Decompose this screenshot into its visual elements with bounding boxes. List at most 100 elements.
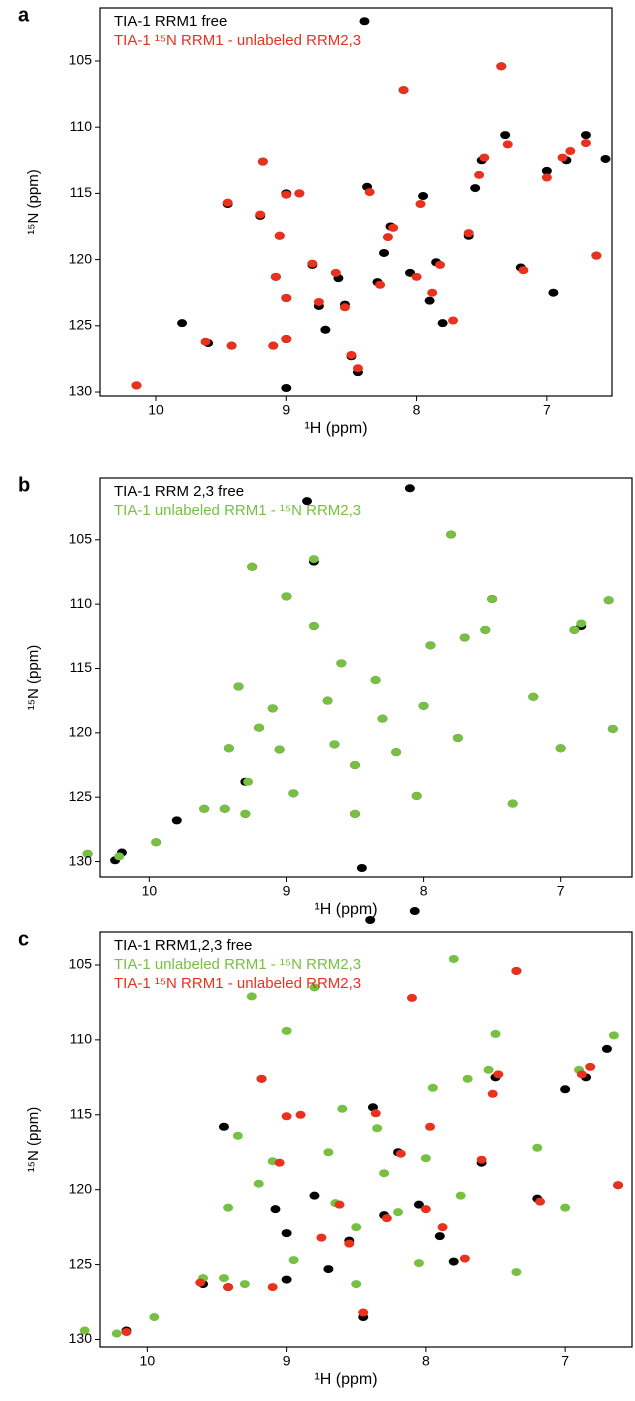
x-tick-label: 8: [413, 402, 421, 418]
peak: [254, 723, 265, 732]
peak: [313, 297, 324, 306]
panel-label: a: [18, 4, 30, 26]
peak: [493, 1070, 504, 1079]
peak: [427, 1083, 438, 1092]
x-tick-label: 7: [561, 1353, 569, 1369]
peak: [479, 153, 490, 162]
peak: [364, 188, 375, 197]
peak: [511, 966, 522, 975]
peak: [437, 1223, 448, 1232]
peak: [350, 809, 361, 818]
y-tick-label: 125: [69, 1255, 93, 1271]
peak: [352, 364, 363, 373]
peak: [356, 863, 367, 872]
peak: [240, 809, 251, 818]
peak: [281, 190, 292, 199]
y-tick-label: 105: [69, 52, 93, 68]
peak: [281, 384, 292, 393]
legend-entry: TIA-1 ¹⁵N RRM1 - unlabeled RRM2,3: [114, 975, 361, 992]
peak: [218, 1274, 229, 1283]
peak: [339, 303, 350, 312]
peak: [424, 296, 435, 305]
peak: [308, 555, 319, 564]
peak: [462, 1074, 473, 1083]
peak: [532, 1143, 543, 1152]
peak: [253, 1179, 264, 1188]
peak: [246, 992, 257, 1001]
peak: [404, 484, 415, 493]
peak: [323, 1148, 334, 1157]
peak: [79, 1326, 90, 1335]
peak: [199, 804, 210, 813]
y-tick-label: 125: [69, 317, 93, 333]
peak: [274, 231, 285, 240]
peak: [346, 350, 357, 359]
peak: [177, 319, 188, 328]
peak: [256, 1074, 267, 1083]
peak: [82, 849, 93, 858]
peak: [316, 1233, 327, 1242]
peak: [601, 1044, 612, 1053]
peak: [418, 192, 429, 201]
peak: [295, 1110, 306, 1119]
peak: [398, 86, 409, 95]
peak: [365, 916, 376, 925]
y-tick-label: 110: [70, 1031, 93, 1047]
peak: [395, 1149, 406, 1158]
peak: [409, 907, 420, 916]
peak: [502, 140, 513, 149]
peak: [151, 838, 162, 847]
peak: [420, 1154, 431, 1163]
legend-entry: TIA-1 RRM1,2,3 free: [114, 937, 252, 954]
peak: [507, 799, 518, 808]
y-tick-label: 115: [70, 184, 93, 200]
peak: [580, 139, 591, 148]
y-axis-label: ¹⁵N (ppm): [25, 169, 42, 234]
y-tick-label: 105: [69, 956, 93, 972]
peak: [233, 682, 244, 691]
peak: [500, 131, 511, 140]
peak: [370, 1109, 381, 1118]
peak: [274, 1158, 285, 1167]
peak: [350, 761, 361, 770]
peak: [359, 17, 370, 26]
peak: [281, 294, 292, 303]
peak: [281, 1026, 292, 1035]
legend-entry: TIA-1 unlabeled RRM1 - ¹⁵N RRM2,3: [114, 956, 361, 973]
peak: [608, 1031, 619, 1040]
peak: [487, 1089, 498, 1098]
y-tick-label: 110: [70, 595, 93, 611]
peak: [560, 1085, 571, 1094]
peak: [425, 641, 436, 650]
peak: [223, 1203, 234, 1212]
peak: [322, 696, 333, 705]
peak: [267, 704, 278, 713]
peak: [200, 337, 211, 346]
peak: [334, 1200, 345, 1209]
peak: [329, 740, 340, 749]
peak: [555, 744, 566, 753]
peak: [270, 272, 281, 281]
y-tick-label: 110: [70, 118, 93, 134]
peak: [344, 1239, 355, 1248]
peak: [483, 1065, 494, 1074]
y-tick-label: 115: [70, 659, 93, 675]
legend-entry: TIA-1 ¹⁵N RRM1 - unlabeled RRM2,3: [114, 32, 361, 49]
peak: [337, 1104, 348, 1113]
peak: [323, 1265, 334, 1274]
peak: [288, 1256, 299, 1265]
y-tick-label: 120: [69, 250, 93, 266]
peak: [223, 1283, 234, 1292]
peak: [218, 1122, 229, 1131]
peak: [149, 1313, 160, 1322]
y-tick-label: 130: [69, 852, 93, 868]
y-tick-label: 105: [69, 530, 93, 546]
peak: [281, 1275, 292, 1284]
peak: [379, 248, 390, 257]
peak: [219, 804, 230, 813]
peak: [111, 1329, 122, 1338]
y-axis-label: ¹⁵N (ppm): [25, 645, 42, 710]
peak: [448, 954, 459, 963]
x-tick-label: 10: [140, 1353, 156, 1369]
